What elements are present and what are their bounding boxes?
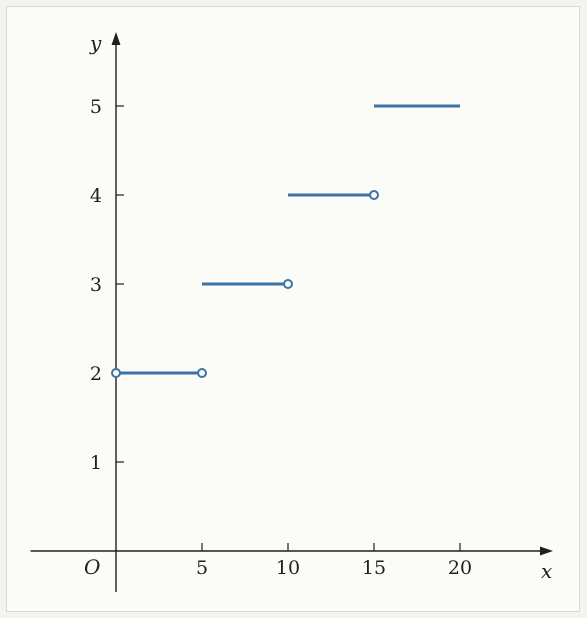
y-tick-label: 5 [90,96,102,118]
origin-label: O [84,555,100,579]
axes [30,32,553,592]
x-axis-label: x [541,559,552,583]
x-tick-label: 5 [196,557,208,579]
open-endpoint [197,368,207,378]
x-tick-label: 20 [448,557,472,579]
x-tick-label: 10 [276,557,300,579]
y-tick-label: 2 [90,363,102,385]
x-axis-arrow [540,546,553,556]
x-tick-label: 15 [362,557,386,579]
chart-frame [6,6,580,612]
step-segments [111,104,460,378]
y-tick-label: 1 [90,452,102,474]
open-endpoint [283,279,293,289]
open-endpoint [369,190,379,200]
y-tick-label: 4 [90,185,102,207]
y-axis-arrow [111,32,121,45]
y-axis-label: y [89,31,102,55]
ticks: 5 10 15 20 1 2 3 4 5 [90,96,472,579]
open-endpoint [111,368,121,378]
y-tick-label: 3 [90,274,102,296]
